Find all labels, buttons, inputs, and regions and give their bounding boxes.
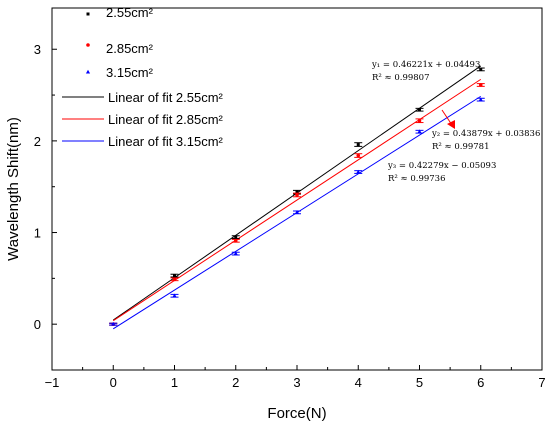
r2-3: R² ≈ 0.99736	[388, 174, 445, 184]
data-point-series-1	[479, 67, 483, 71]
data-points	[109, 67, 485, 326]
data-point-series-1	[234, 235, 238, 239]
fit-lines	[112, 65, 482, 330]
fit-equations: y₁ = 0.46221x + 0.04493 R² ≈ 0.99807 y₂ …	[371, 60, 540, 184]
x-tick-label: 3	[293, 375, 300, 390]
legend-label-fit-2: Linear of fit 2.85cm²	[108, 112, 224, 127]
y-tick-label: 1	[34, 226, 41, 241]
equation-1: y₁ = 0.46221x + 0.04493	[371, 60, 480, 70]
annotation-arrowhead	[447, 120, 455, 129]
axis-ticks	[51, 48, 543, 371]
data-point-series-2	[172, 277, 177, 282]
legend-marker-series-2	[86, 43, 90, 47]
y-tick-label: 3	[34, 42, 41, 57]
legend-marker-series-3	[85, 69, 91, 74]
x-axis-label: Force(N)	[267, 405, 326, 422]
data-point-series-3	[111, 321, 116, 326]
x-tick-label: 4	[355, 375, 362, 390]
legend-label-fit-3: Linear of fit 3.15cm²	[108, 134, 224, 149]
data-point-series-2	[478, 83, 483, 87]
data-point-series-3	[478, 97, 483, 102]
legend-label-series-3: 3.15cm²	[106, 65, 154, 80]
legend-marker-series-1	[86, 12, 90, 16]
r2-2: R² ≈ 0.99781	[432, 142, 489, 152]
legend-label-fit-1: Linear of fit 2.55cm²	[108, 90, 224, 105]
y-axis-label: Wavelength Shift(nm)	[5, 117, 22, 261]
x-tick-label: 7	[538, 375, 545, 390]
x-tick-label: 6	[477, 375, 484, 390]
equation-2: y₂ = 0.43879x + 0.03836	[431, 129, 540, 139]
y-tick-label: 0	[34, 317, 41, 332]
data-point-series-3	[233, 251, 238, 256]
data-point-series-2	[233, 238, 238, 243]
data-point-series-1	[418, 108, 421, 112]
x-tick-label: 5	[416, 375, 423, 390]
tick-labels: −1 0 1 2 3 4 5 6 7 0 1 2 3	[34, 42, 546, 390]
data-point-series-3	[356, 169, 361, 174]
equation-3: y₃ = 0.42279x − 0.05093	[387, 161, 496, 171]
data-point-series-2	[417, 118, 422, 123]
x-tick-label: 1	[171, 375, 178, 390]
legend: 2.55cm² 2.85cm² 3.15cm² Linear of fit 2.…	[62, 5, 224, 149]
data-point-series-1	[295, 190, 299, 194]
legend-label-series-1: 2.55cm²	[106, 5, 154, 20]
legend-label-series-2: 2.85cm²	[106, 41, 154, 56]
x-tick-label: 0	[110, 375, 117, 390]
data-point-series-3	[417, 129, 422, 134]
y-tick-label: 2	[34, 134, 41, 149]
data-point-series-3	[294, 210, 300, 214]
legend-markers	[62, 12, 104, 142]
data-point-series-2	[295, 193, 299, 197]
r2-1: R² ≈ 0.99807	[372, 73, 429, 83]
data-point-series-3	[172, 293, 177, 298]
x-tick-label: −1	[45, 375, 60, 390]
data-point-series-1	[173, 274, 176, 278]
data-point-series-1	[356, 143, 360, 147]
data-point-series-2	[356, 153, 361, 158]
x-tick-label: 2	[232, 375, 239, 390]
